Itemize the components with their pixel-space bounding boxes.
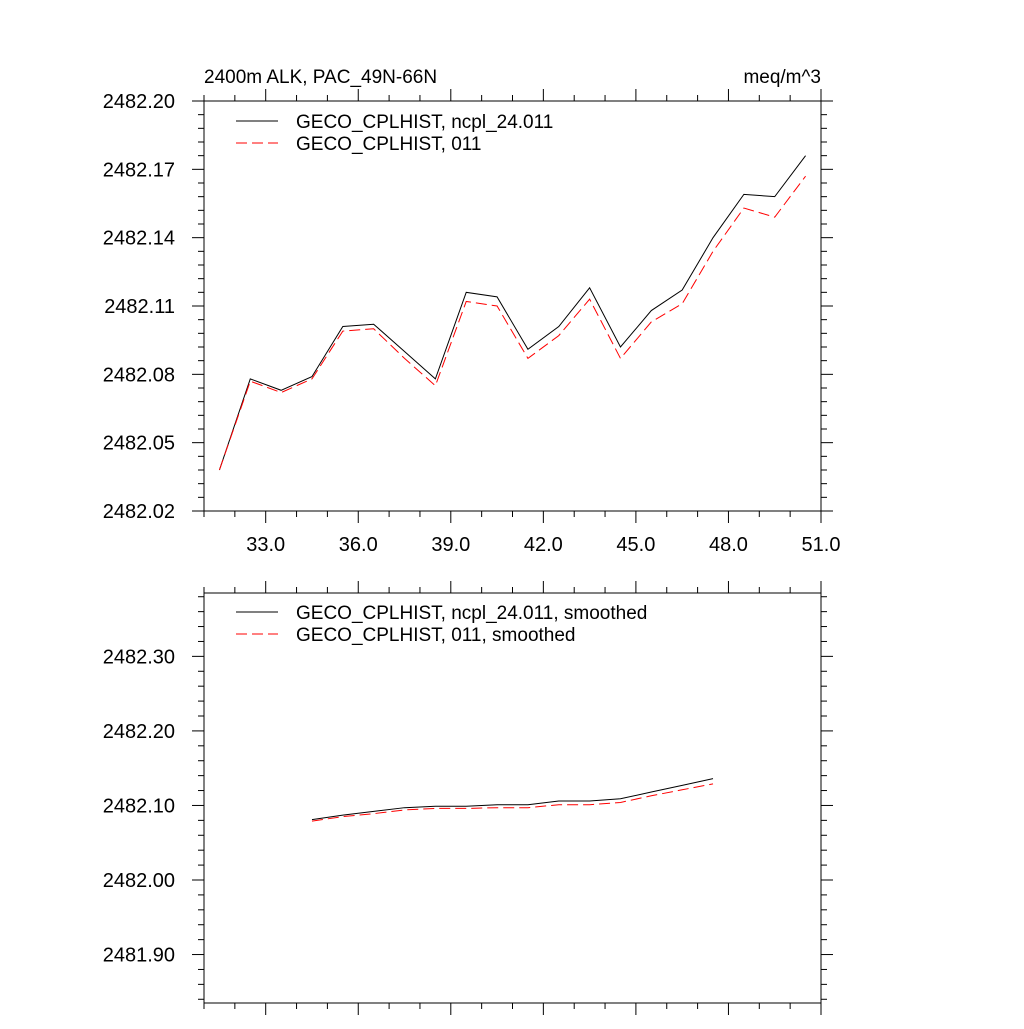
y-tick-label: 2482.10 <box>103 795 175 817</box>
units-label: meq/m^3 <box>743 67 821 88</box>
y-tick-label: 2482.14 <box>103 228 175 250</box>
series-line-1 <box>311 778 714 821</box>
y-tick-label: 2482.20 <box>103 721 175 743</box>
legend-label-1: GECO_CPLHIST, ncpl_24.011 <box>296 112 553 133</box>
series-line-1 <box>218 155 806 471</box>
plot-frame <box>203 100 822 512</box>
x-tick-label: 51.0 <box>802 534 841 556</box>
x-tick-label: 39.0 <box>431 534 470 556</box>
y-tick-label: 2482.11 <box>104 296 175 318</box>
y-tick-label: 2482.02 <box>103 501 175 523</box>
y-tick-label: 2482.17 <box>103 159 175 181</box>
legend-label-2: GECO_CPLHIST, 011, smoothed <box>296 625 576 646</box>
y-tick-label: 2482.20 <box>103 91 175 113</box>
series-line-2 <box>311 783 714 822</box>
chart-title: 2400m ALK, PAC_49N-66N <box>204 67 437 88</box>
legend-label-2: GECO_CPLHIST, 011 <box>296 134 482 155</box>
plot-frame <box>203 592 822 1004</box>
x-tick-label: 36.0 <box>339 534 378 556</box>
y-tick-label: 2482.30 <box>103 646 175 668</box>
y-tick-label: 2482.00 <box>103 870 175 892</box>
y-tick-label: 2482.05 <box>103 433 175 455</box>
x-tick-label: 42.0 <box>524 534 563 556</box>
x-tick-label: 48.0 <box>709 534 748 556</box>
y-tick-label: 2482.08 <box>103 364 175 386</box>
legend-label-1: GECO_CPLHIST, ncpl_24.011, smoothed <box>296 603 647 624</box>
bottom-panel: 2481.90 2482.00 2482.10 2482.20 2482.30 GECO_… <box>103 581 833 1015</box>
x-tick-label: 33.0 <box>246 534 285 556</box>
top-panel: 33.0 36.0 39.0 42.0 45.0 48.0 51.0 2482.02 2482.… <box>103 89 841 556</box>
y-tick-label: 2481.90 <box>103 945 175 967</box>
series-line-2 <box>218 175 806 471</box>
x-tick-label: 45.0 <box>616 534 655 556</box>
